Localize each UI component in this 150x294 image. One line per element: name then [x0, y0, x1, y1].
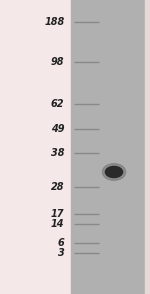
Bar [70, 0, 145, 294]
Text: 17: 17 [51, 209, 64, 219]
Text: 98: 98 [51, 57, 64, 67]
Bar [0, 0, 70, 294]
Text: 62: 62 [51, 99, 64, 109]
Ellipse shape [102, 163, 126, 181]
Text: 3: 3 [58, 248, 64, 258]
Bar [145, 0, 150, 294]
Text: 49: 49 [51, 124, 64, 134]
Text: 38: 38 [51, 148, 64, 158]
Text: 28: 28 [51, 182, 64, 192]
Text: 188: 188 [44, 17, 64, 27]
Text: 14: 14 [51, 219, 64, 229]
Ellipse shape [105, 166, 123, 178]
Text: 6: 6 [58, 238, 64, 248]
